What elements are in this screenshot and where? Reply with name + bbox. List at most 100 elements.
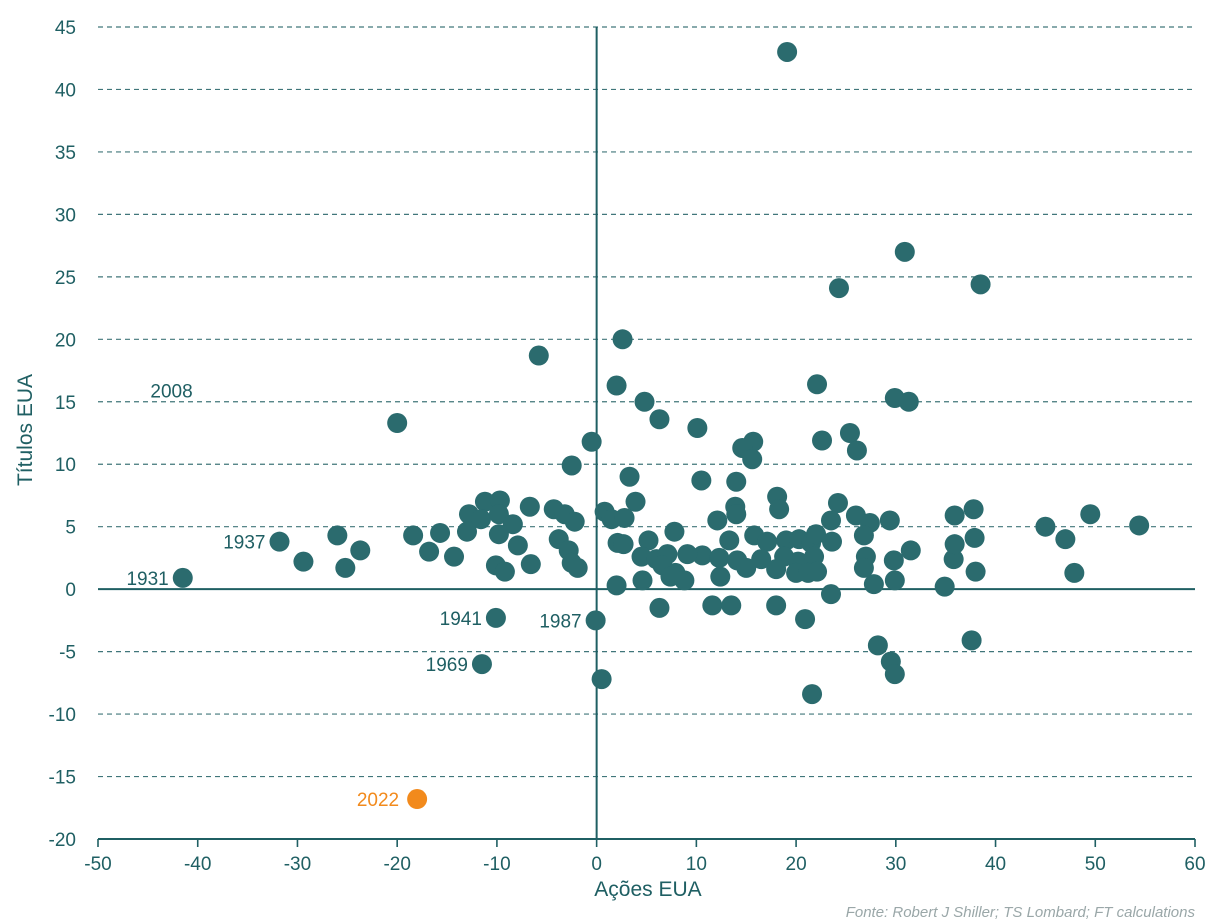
- data-point: [335, 557, 356, 578]
- data-point: [721, 595, 742, 616]
- data-point: [674, 570, 695, 591]
- data-point: [687, 418, 708, 439]
- x-tick-label: 40: [985, 854, 1006, 875]
- data-point: [625, 491, 646, 512]
- data-point: [567, 557, 588, 578]
- data-point: [581, 431, 602, 452]
- data-point: [853, 557, 874, 578]
- data-point: [742, 449, 763, 470]
- data-point: [387, 413, 408, 434]
- data-point: [520, 554, 541, 575]
- data-point: [350, 540, 371, 561]
- data-point: [846, 440, 867, 461]
- data-point: [638, 530, 659, 551]
- data-point: [766, 595, 787, 616]
- data-point: [619, 466, 640, 487]
- y-tick-label: 5: [65, 518, 76, 539]
- data-point: [293, 551, 314, 572]
- data-point: [430, 522, 451, 543]
- data-point: [564, 511, 585, 532]
- annotation-label: 2008: [150, 381, 192, 402]
- x-tick-label: 20: [786, 854, 807, 875]
- x-tick-label: 0: [591, 854, 602, 875]
- data-point: [757, 531, 778, 552]
- data-point: [804, 546, 825, 567]
- data-point: [419, 541, 440, 562]
- annotation-label: 1969: [426, 655, 468, 676]
- data-point: [821, 531, 842, 552]
- data-point: [944, 534, 965, 555]
- highlight-point: [407, 789, 428, 810]
- data-point: [488, 524, 509, 545]
- x-tick-label: 60: [1184, 854, 1205, 875]
- data-point: [614, 507, 635, 528]
- x-axis-title: Ações EUA: [594, 878, 701, 901]
- x-tick-label: 10: [686, 854, 707, 875]
- data-point: [839, 423, 860, 443]
- x-tick-label: -40: [184, 854, 211, 875]
- data-point: [812, 430, 833, 451]
- y-tick-label: 40: [55, 80, 76, 101]
- data-point: [827, 492, 848, 513]
- data-point: [1080, 504, 1101, 525]
- y-tick-label: -20: [49, 830, 76, 851]
- data-point: [561, 455, 582, 476]
- data-point: [664, 521, 685, 542]
- y-tick-label: 0: [65, 580, 76, 601]
- x-tick-label: -30: [284, 854, 311, 875]
- data-point: [172, 567, 193, 588]
- data-point: [802, 684, 823, 705]
- data-point: [470, 509, 491, 530]
- data-point: [965, 561, 986, 582]
- data-point: [900, 540, 921, 561]
- x-tick-label: -10: [483, 854, 510, 875]
- data-point: [806, 524, 827, 545]
- data-point: [634, 391, 655, 412]
- y-tick-label: 45: [55, 18, 76, 39]
- highlight-label: 2022: [357, 790, 399, 811]
- data-point: [710, 566, 731, 587]
- data-point: [961, 630, 982, 651]
- data-point: [591, 669, 612, 690]
- data-point: [766, 559, 787, 580]
- data-point: [943, 549, 964, 570]
- data-point: [691, 470, 712, 491]
- data-point: [726, 471, 747, 492]
- data-point: [853, 525, 874, 546]
- data-point: [1129, 515, 1150, 536]
- data-point: [649, 597, 670, 618]
- data-point: [867, 635, 888, 656]
- data-point: [863, 574, 884, 595]
- data-point: [519, 496, 540, 517]
- annotation-label: 1937: [223, 533, 265, 554]
- data-point: [769, 499, 790, 520]
- annotation-label: 1941: [440, 609, 482, 630]
- y-tick-label: 35: [55, 143, 76, 164]
- data-point: [507, 535, 528, 556]
- data-point: [631, 546, 652, 567]
- axes: [97, 27, 1196, 847]
- y-axis-title: Títulos EUA: [14, 374, 37, 486]
- data-point: [702, 595, 723, 616]
- data-point: [807, 374, 828, 395]
- data-point: [502, 514, 523, 535]
- data-point: [719, 530, 740, 551]
- data-point: [777, 41, 798, 62]
- x-tick-label: 30: [885, 854, 906, 875]
- data-point: [963, 499, 984, 520]
- data-point: [883, 550, 904, 571]
- annotation-label: 1931: [126, 569, 168, 590]
- data-point: [1035, 516, 1056, 537]
- tick-labels: -50 -40 -30 -20 -10 0 10 20 30 40 50 60-20-15-10-50…: [49, 18, 1206, 875]
- y-tick-label: 15: [55, 393, 76, 414]
- data-point: [471, 654, 492, 675]
- data-point: [828, 278, 849, 299]
- data-point: [820, 510, 841, 531]
- data-point: [726, 504, 747, 525]
- data-point: [894, 241, 915, 262]
- x-tick-label: -20: [383, 854, 410, 875]
- y-tick-label: 25: [55, 268, 76, 289]
- x-tick-label: -50: [84, 854, 111, 875]
- data-point: [820, 584, 841, 605]
- data-point: [692, 545, 713, 566]
